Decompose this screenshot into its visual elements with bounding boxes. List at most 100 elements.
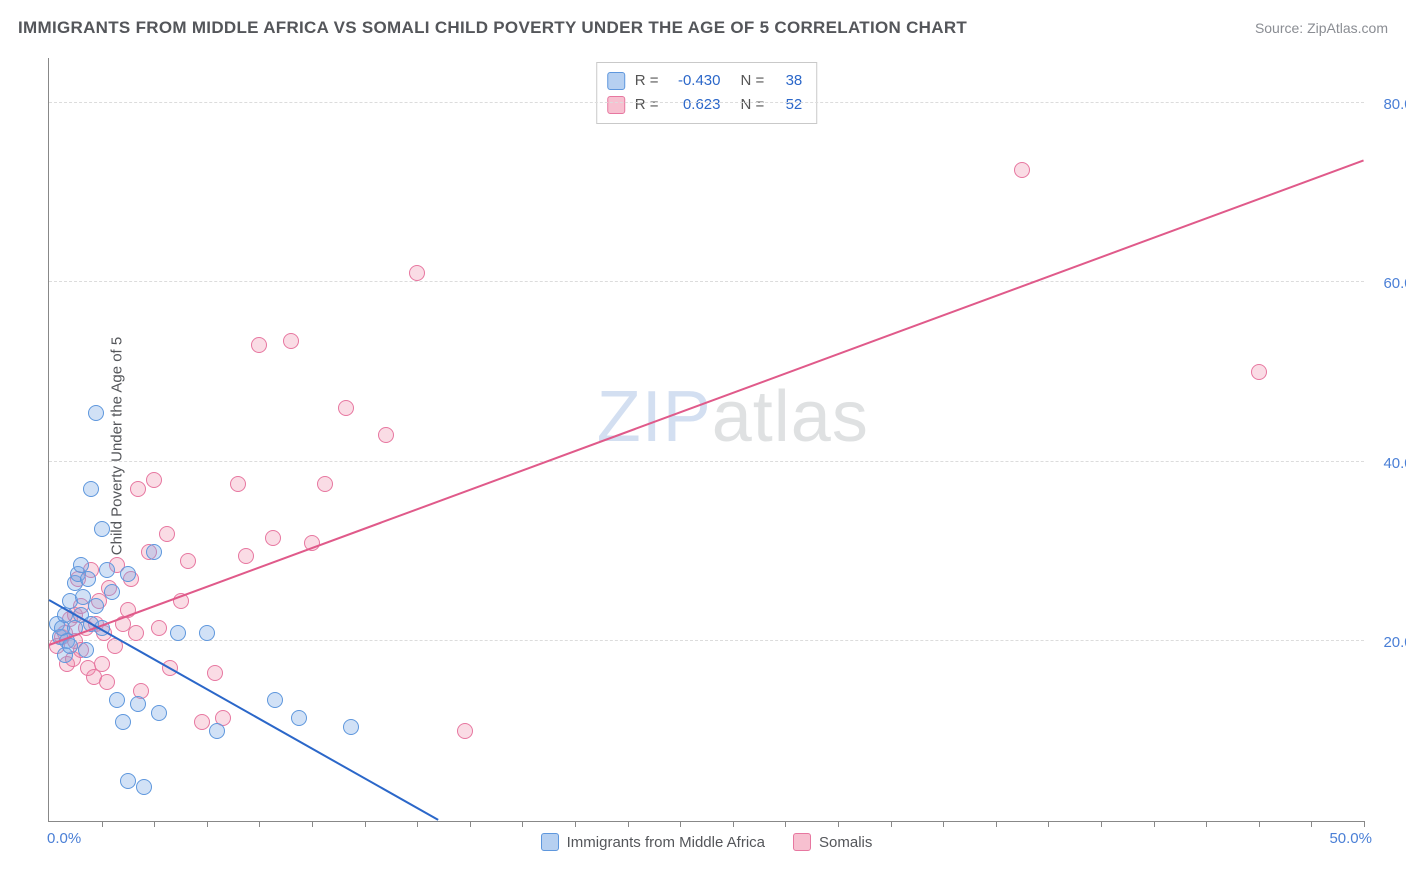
data-point-pink: [1014, 162, 1030, 178]
swatch-blue-icon: [607, 72, 625, 90]
data-point-blue: [267, 692, 283, 708]
legend-item-pink: Somalis: [793, 833, 872, 851]
data-point-blue: [170, 625, 186, 641]
data-point-blue: [120, 773, 136, 789]
data-point-blue: [88, 598, 104, 614]
stats-row-blue: R = -0.430 N = 38: [607, 69, 803, 93]
n-value: 52: [774, 93, 802, 117]
swatch-pink-icon: [793, 833, 811, 851]
x-tick: [680, 821, 681, 827]
data-point-pink: [99, 674, 115, 690]
x-tick: [838, 821, 839, 827]
y-tick-label: 40.0%: [1370, 455, 1406, 472]
y-tick-label: 80.0%: [1370, 96, 1406, 113]
data-point-blue: [115, 714, 131, 730]
data-point-pink: [378, 427, 394, 443]
data-point-pink: [194, 714, 210, 730]
watermark-part-b: atlas: [712, 377, 869, 457]
x-tick: [1154, 821, 1155, 827]
x-tick: [943, 821, 944, 827]
data-point-pink: [1251, 364, 1267, 380]
x-tick: [207, 821, 208, 827]
r-value: -0.430: [669, 69, 721, 93]
x-tick: [470, 821, 471, 827]
trend-line-pink: [49, 159, 1365, 646]
data-point-blue: [109, 692, 125, 708]
x-tick: [365, 821, 366, 827]
data-point-pink: [207, 665, 223, 681]
watermark-part-a: ZIP: [597, 377, 712, 457]
x-tick: [259, 821, 260, 827]
data-point-pink: [409, 265, 425, 281]
data-point-blue: [151, 705, 167, 721]
x-tick: [154, 821, 155, 827]
data-point-blue: [130, 696, 146, 712]
swatch-pink-icon: [607, 96, 625, 114]
data-point-pink: [130, 481, 146, 497]
stats-legend-box: R = -0.430 N = 38 R = 0.623 N = 52: [596, 62, 818, 124]
gridline-horizontal: [49, 102, 1364, 103]
gridline-horizontal: [49, 281, 1364, 282]
data-point-blue: [99, 562, 115, 578]
x-tick: [417, 821, 418, 827]
stats-row-pink: R = 0.623 N = 52: [607, 93, 803, 117]
r-label: R =: [635, 93, 659, 117]
x-tick: [312, 821, 313, 827]
x-tick: [1101, 821, 1102, 827]
watermark: ZIPatlas: [597, 376, 869, 458]
x-tick: [785, 821, 786, 827]
data-point-pink: [251, 337, 267, 353]
x-tick: [1259, 821, 1260, 827]
x-tick: [996, 821, 997, 827]
x-tick: [891, 821, 892, 827]
data-point-pink: [457, 723, 473, 739]
x-tick: [1364, 821, 1365, 827]
x-tick: [1206, 821, 1207, 827]
data-point-pink: [159, 526, 175, 542]
data-point-blue: [199, 625, 215, 641]
x-tick: [575, 821, 576, 827]
x-tick: [102, 821, 103, 827]
y-tick-label: 20.0%: [1370, 634, 1406, 651]
n-label: N =: [741, 69, 765, 93]
data-point-pink: [151, 620, 167, 636]
n-value: 38: [774, 69, 802, 93]
x-tick: [522, 821, 523, 827]
x-tick: [1311, 821, 1312, 827]
x-tick: [1048, 821, 1049, 827]
data-point-pink: [338, 400, 354, 416]
data-point-pink: [128, 625, 144, 641]
n-label: N =: [741, 93, 765, 117]
legend-label: Somalis: [819, 834, 872, 851]
data-point-pink: [146, 472, 162, 488]
data-point-pink: [180, 553, 196, 569]
data-point-blue: [291, 710, 307, 726]
data-point-blue: [88, 405, 104, 421]
legend-label: Immigrants from Middle Africa: [567, 834, 765, 851]
data-point-blue: [343, 719, 359, 735]
data-point-pink: [94, 656, 110, 672]
data-point-blue: [104, 584, 120, 600]
x-tick: [628, 821, 629, 827]
series-legend: Immigrants from Middle Africa Somalis: [49, 833, 1364, 851]
gridline-horizontal: [49, 640, 1364, 641]
data-point-pink: [283, 333, 299, 349]
trend-line-blue: [49, 599, 439, 821]
source-label: Source: ZipAtlas.com: [1255, 20, 1388, 36]
data-point-pink: [265, 530, 281, 546]
data-point-pink: [317, 476, 333, 492]
data-point-pink: [230, 476, 246, 492]
swatch-blue-icon: [541, 833, 559, 851]
data-point-pink: [238, 548, 254, 564]
data-point-blue: [94, 521, 110, 537]
data-point-blue: [136, 779, 152, 795]
scatter-plot-area: ZIPatlas R = -0.430 N = 38 R = 0.623 N =…: [48, 58, 1364, 822]
gridline-horizontal: [49, 461, 1364, 462]
data-point-blue: [120, 566, 136, 582]
data-point-blue: [83, 481, 99, 497]
data-point-blue: [80, 571, 96, 587]
r-label: R =: [635, 69, 659, 93]
r-value: 0.623: [669, 93, 721, 117]
x-tick: [733, 821, 734, 827]
data-point-blue: [78, 642, 94, 658]
